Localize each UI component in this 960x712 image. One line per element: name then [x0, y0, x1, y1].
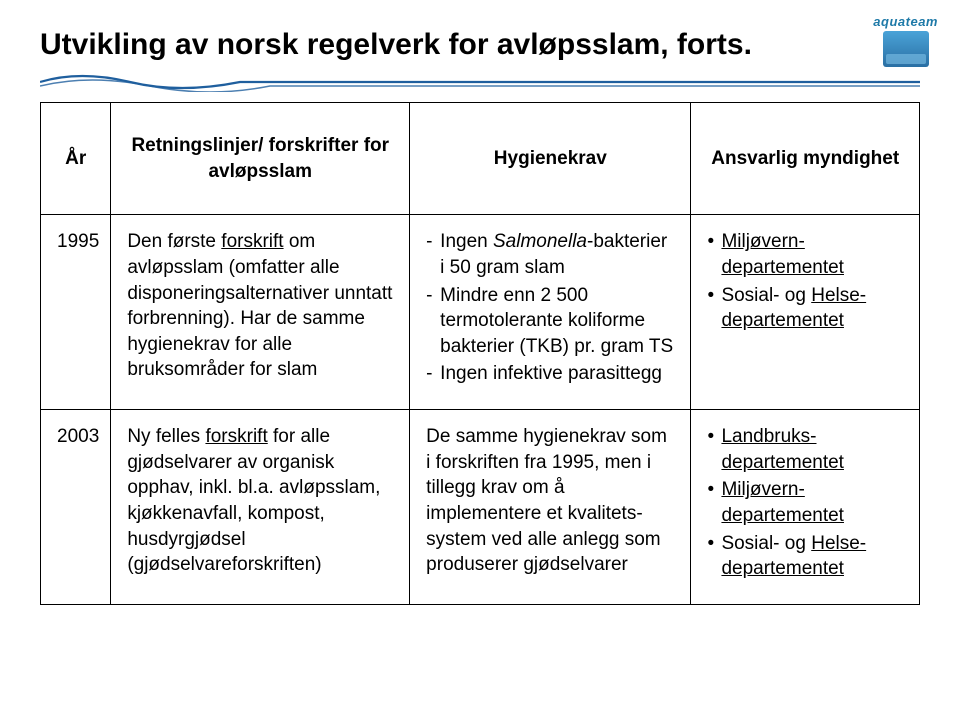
link-text: Miljøvern-departementet — [721, 479, 844, 526]
list-item: Miljøvern-departementet — [707, 229, 903, 280]
text: for alle gjødselvarer av organisk opphav… — [127, 426, 380, 575]
cell-hyg: Ingen Salmonella-bakterier i 50 gram sla… — [410, 215, 691, 410]
list-item: Ingen Salmonella-bakterier i 50 gram sla… — [426, 229, 674, 280]
logo-text: aquateam — [873, 14, 938, 29]
cell-hyg: De samme hygienekrav som i forskriften f… — [410, 410, 691, 605]
table-row: 2003 Ny felles forskrift for alle gjødse… — [41, 410, 920, 605]
table-row: 1995 Den første forskrift om avløpsslam … — [41, 215, 920, 410]
page-title: Utvikling av norsk regelverk for avløpss… — [40, 28, 920, 62]
th-regs: Retningslinjer/ forskrifter for avløpssl… — [111, 103, 410, 215]
text: Ny felles — [127, 426, 205, 447]
cell-auth: Landbruks-departementet Miljøvern-depart… — [691, 410, 920, 605]
text: om avløpsslam (omfatter alle disponering… — [127, 231, 392, 380]
list-item: Sosial- og Helse-departementet — [707, 531, 903, 582]
italic-text: Salmonella — [493, 231, 587, 252]
text: Sosial- og — [721, 285, 811, 306]
cell-year: 2003 — [41, 410, 111, 605]
logo: aquateam — [873, 14, 938, 67]
list-item: Sosial- og Helse-departementet — [707, 283, 903, 334]
regulation-table: År Retningslinjer/ forskrifter for avløp… — [40, 102, 920, 605]
cell-regs: Ny felles forskrift for alle gjødselvare… — [111, 410, 410, 605]
table-header-row: År Retningslinjer/ forskrifter for avløp… — [41, 103, 920, 215]
th-year: År — [41, 103, 111, 215]
text: Den første — [127, 231, 221, 252]
th-hyg: Hygienekrav — [410, 103, 691, 215]
link-text: forskrift — [221, 231, 283, 252]
cell-auth: Miljøvern-departementet Sosial- og Helse… — [691, 215, 920, 410]
link-text: Landbruks-departementet — [721, 426, 844, 473]
list-item: Ingen infektive parasittegg — [426, 361, 674, 387]
cell-regs: Den første forskrift om avløpsslam (omfa… — [111, 215, 410, 410]
list-item: Landbruks-departementet — [707, 424, 903, 475]
logo-icon — [883, 31, 929, 67]
th-auth: Ansvarlig myndighet — [691, 103, 920, 215]
wave-divider — [40, 68, 920, 92]
text: Sosial- og — [721, 533, 811, 554]
text: Ingen — [440, 231, 493, 252]
slide: aquateam Utvikling av norsk regelverk fo… — [0, 0, 960, 712]
link-text: Miljøvern-departementet — [721, 231, 844, 278]
link-text: forskrift — [205, 426, 267, 447]
list-item: Mindre enn 2 500 termotolerante koliform… — [426, 283, 674, 360]
cell-year: 1995 — [41, 215, 111, 410]
list-item: Miljøvern-departementet — [707, 477, 903, 528]
